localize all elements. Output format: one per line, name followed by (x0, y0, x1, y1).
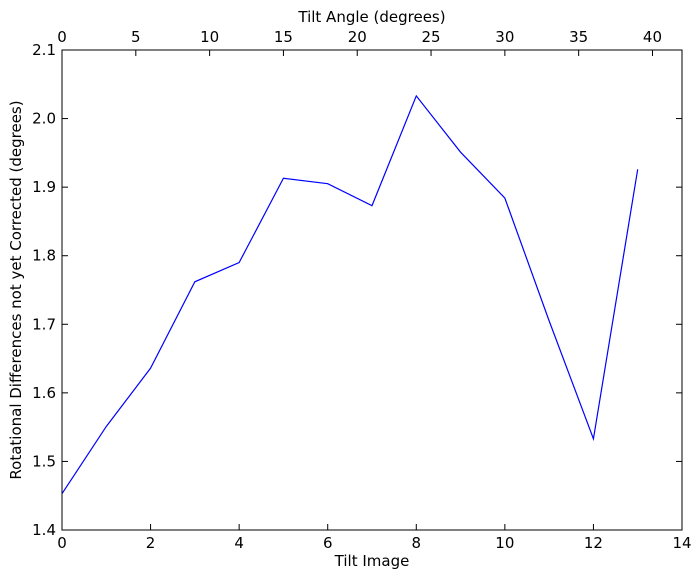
x-tick-label: 12 (584, 534, 603, 552)
top-x-tick-label: 10 (200, 28, 219, 46)
top-x-tick-label: 5 (131, 28, 141, 46)
y-tick-label: 2.0 (32, 110, 56, 128)
y-tick-label: 1.6 (32, 384, 56, 402)
x-tick-label: 10 (495, 534, 514, 552)
x-tick-label: 2 (146, 534, 156, 552)
y-axis: 1.4 1.5 1.6 1.7 1.8 1.9 2.0 2.1 (32, 41, 682, 539)
x-tick-label: 14 (672, 534, 691, 552)
top-x-tick-label: 25 (422, 28, 441, 46)
top-x-tick-label: 40 (643, 28, 662, 46)
y-tick-label: 2.1 (32, 41, 56, 59)
plot-frame (61, 49, 683, 531)
y-tick-label: 1.7 (32, 315, 56, 333)
x-tick-label: 8 (412, 534, 422, 552)
top-x-tick-label: 15 (274, 28, 293, 46)
series-line (61, 94, 639, 494)
y-tick-label: 1.5 (32, 452, 56, 470)
x-axis-title: Tilt Image (334, 552, 410, 570)
top-x-axis-title: Tilt Angle (degrees) (297, 8, 445, 26)
y-tick-label: 1.8 (32, 247, 56, 265)
x-tick-label: 6 (323, 534, 333, 552)
top-x-tick-label: 20 (348, 28, 367, 46)
chart-marks (61, 94, 639, 494)
y-tick-label: 1.9 (32, 178, 56, 196)
x-tick-label: 4 (234, 534, 244, 552)
top-x-tick-label: 0 (57, 28, 67, 46)
y-axis-title: Rotational Differences not yet Corrected… (7, 100, 25, 479)
x-tick-label: 0 (57, 534, 67, 552)
y-tick-label: 1.4 (32, 521, 56, 539)
top-x-axis: 0 5 10 15 20 25 30 35 40 (57, 28, 662, 56)
top-x-tick-label: 35 (569, 28, 588, 46)
bottom-x-axis: 0 2 4 6 8 10 12 14 (57, 524, 692, 552)
top-x-tick-label: 30 (495, 28, 514, 46)
